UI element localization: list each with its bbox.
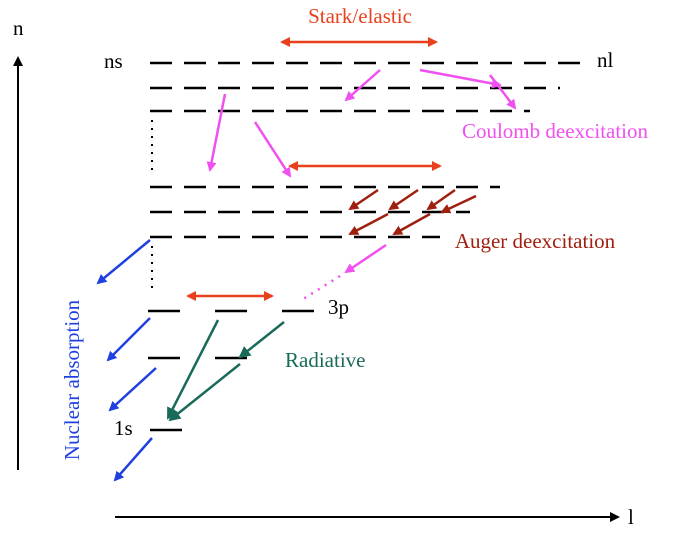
arrow — [348, 212, 389, 236]
levels: ns nl 3p 1s — [104, 48, 614, 440]
arrow — [168, 363, 241, 422]
1s-label: 1s — [114, 416, 133, 440]
arrow — [489, 74, 517, 110]
radiative-arrows — [166, 319, 285, 422]
ns-label: ns — [104, 49, 123, 73]
arrow — [166, 319, 220, 420]
coulomb-arrows — [206, 68, 517, 274]
stark-label: Stark/elastic — [308, 4, 412, 28]
nuclear-label: Nuclear absorption — [60, 299, 84, 460]
auger-arrows — [348, 188, 477, 236]
l-label: l — [628, 505, 634, 529]
arrow — [344, 243, 387, 274]
coulomb-label: Coulomb deexcitation — [462, 119, 649, 143]
arrow — [238, 321, 285, 359]
arrow — [106, 317, 151, 362]
arrow — [419, 68, 502, 89]
n-label: n — [13, 16, 24, 40]
nuclear-arrows — [96, 239, 157, 482]
arrow — [108, 367, 157, 412]
radiative-label: Radiative — [285, 348, 365, 372]
arrow — [388, 188, 419, 211]
arrow — [344, 69, 381, 102]
arrow — [253, 121, 292, 178]
arrow — [96, 239, 151, 285]
arrow — [206, 93, 227, 172]
arrow — [426, 188, 456, 211]
stark-arrows — [186, 37, 442, 301]
arrow — [113, 437, 153, 482]
nl-label: nl — [597, 48, 614, 72]
arrow — [348, 188, 379, 211]
arrow — [440, 194, 477, 214]
axes: n l — [13, 16, 634, 529]
3p-label: 3p — [328, 295, 349, 319]
arrow — [392, 212, 431, 236]
auger-label: Auger deexcitation — [455, 229, 616, 253]
